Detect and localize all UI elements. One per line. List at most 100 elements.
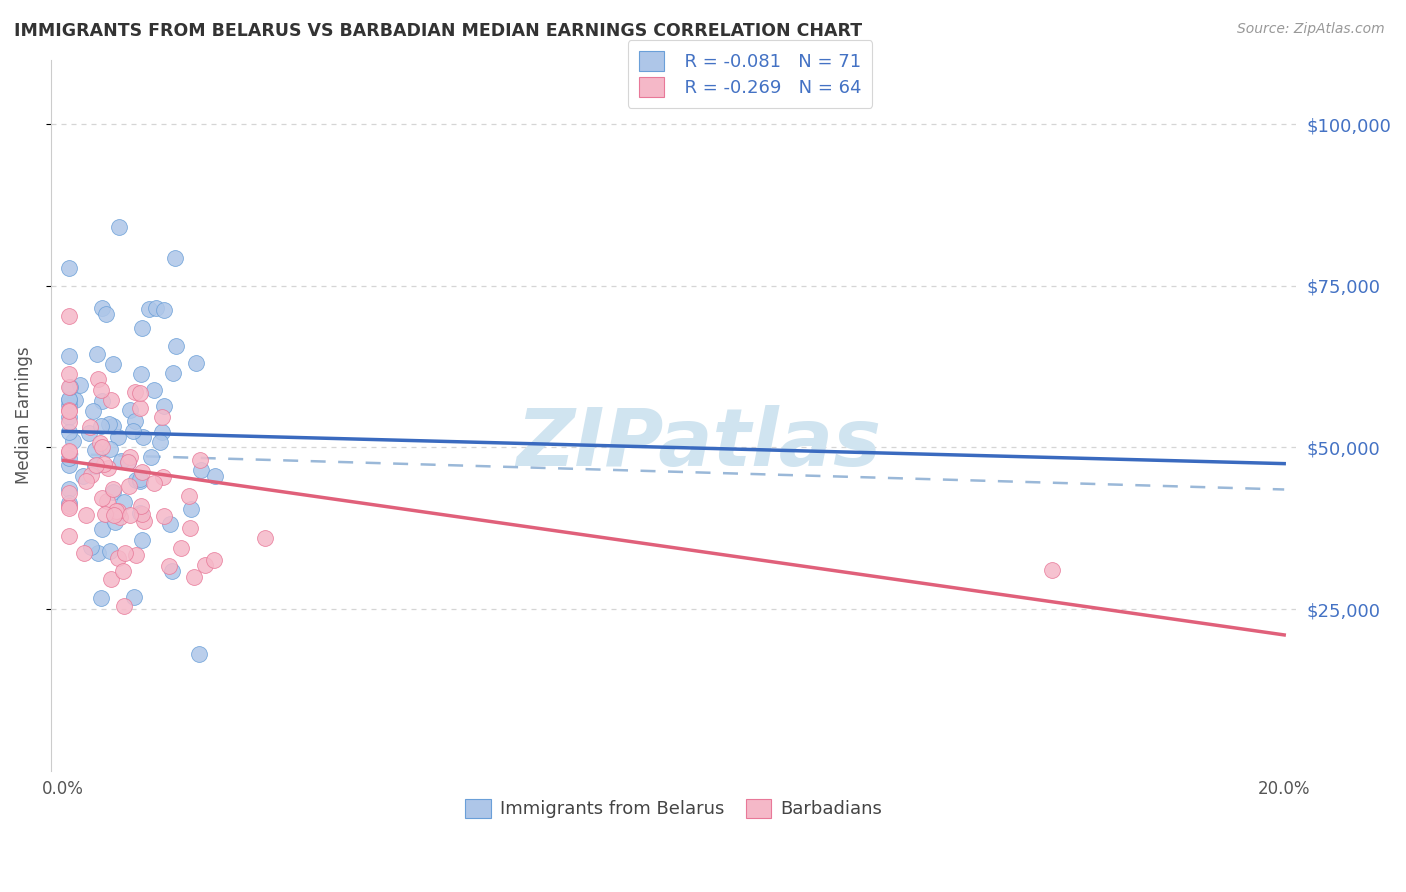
Point xyxy=(58,261,80,276)
Point xyxy=(101,418,124,433)
Point xyxy=(117,455,139,469)
Point xyxy=(58,367,80,381)
Point xyxy=(138,302,160,317)
Text: ZIPatlas: ZIPatlas xyxy=(516,405,882,483)
Point xyxy=(124,414,146,428)
Point xyxy=(125,473,148,487)
Point xyxy=(129,367,152,381)
Point xyxy=(103,508,125,523)
Point xyxy=(87,546,110,560)
Point xyxy=(100,573,122,587)
Point xyxy=(58,398,80,412)
Point xyxy=(90,394,112,409)
Point xyxy=(117,455,139,469)
Point xyxy=(58,529,80,543)
Point xyxy=(84,458,107,473)
Point xyxy=(58,499,80,513)
Point xyxy=(58,309,80,323)
Point xyxy=(101,357,124,371)
Point xyxy=(170,541,193,555)
Point xyxy=(121,424,143,438)
Point xyxy=(90,301,112,315)
Point xyxy=(129,499,152,513)
Point xyxy=(194,558,217,572)
Point xyxy=(58,458,80,472)
Point xyxy=(62,434,84,448)
Point xyxy=(90,384,112,398)
Text: Source: ZipAtlas.com: Source: ZipAtlas.com xyxy=(1237,22,1385,37)
Point xyxy=(132,514,155,528)
Point xyxy=(90,522,112,536)
Point xyxy=(177,489,200,503)
Point xyxy=(77,425,100,440)
Point xyxy=(122,590,145,604)
Point xyxy=(58,501,80,516)
Point xyxy=(58,409,80,424)
Point xyxy=(93,457,115,471)
Point xyxy=(58,444,80,458)
Point xyxy=(58,380,80,394)
Point xyxy=(153,399,176,413)
Point xyxy=(118,450,141,464)
Point xyxy=(128,385,150,400)
Point xyxy=(128,401,150,415)
Point xyxy=(149,434,172,449)
Point xyxy=(100,393,122,408)
Point xyxy=(114,546,136,560)
Point xyxy=(58,496,80,510)
Point xyxy=(58,486,80,500)
Point xyxy=(87,372,110,386)
Point xyxy=(90,491,112,506)
Point xyxy=(72,469,94,483)
Point xyxy=(98,544,121,558)
Point xyxy=(90,591,112,605)
Point xyxy=(94,507,117,521)
Point xyxy=(124,385,146,400)
Point xyxy=(91,440,114,454)
Point xyxy=(118,508,141,523)
Point xyxy=(58,349,80,363)
Point xyxy=(187,648,209,662)
Point xyxy=(184,356,207,370)
Point xyxy=(98,442,121,456)
Point xyxy=(108,510,131,524)
Point xyxy=(58,392,80,407)
Point xyxy=(112,494,135,508)
Point xyxy=(58,403,80,417)
Point xyxy=(143,475,166,490)
Point xyxy=(58,404,80,418)
Point xyxy=(59,380,82,394)
Point xyxy=(80,541,103,555)
Point xyxy=(131,533,153,547)
Point xyxy=(129,506,152,520)
Point xyxy=(163,251,186,265)
Point xyxy=(202,553,225,567)
Point xyxy=(76,474,98,488)
Point xyxy=(105,503,128,517)
Point xyxy=(107,220,129,235)
Point xyxy=(107,504,129,518)
Point xyxy=(153,303,176,318)
Point xyxy=(58,415,80,429)
Point xyxy=(118,479,141,493)
Point xyxy=(58,392,80,407)
Point xyxy=(69,378,91,392)
Point xyxy=(111,564,134,578)
Point xyxy=(58,425,80,439)
Point xyxy=(183,570,205,584)
Point xyxy=(118,403,141,417)
Point xyxy=(94,307,117,321)
Point xyxy=(179,521,201,535)
Text: IMMIGRANTS FROM BELARUS VS BARBADIAN MEDIAN EARNINGS CORRELATION CHART: IMMIGRANTS FROM BELARUS VS BARBADIAN MED… xyxy=(14,22,862,40)
Point xyxy=(188,453,211,467)
Point xyxy=(159,516,181,531)
Point xyxy=(73,546,96,560)
Point xyxy=(143,383,166,397)
Point xyxy=(131,430,153,444)
Point xyxy=(124,548,146,562)
Point xyxy=(110,454,132,468)
Point xyxy=(80,468,103,483)
Point xyxy=(150,410,173,425)
Point xyxy=(145,301,167,315)
Point xyxy=(58,450,80,465)
